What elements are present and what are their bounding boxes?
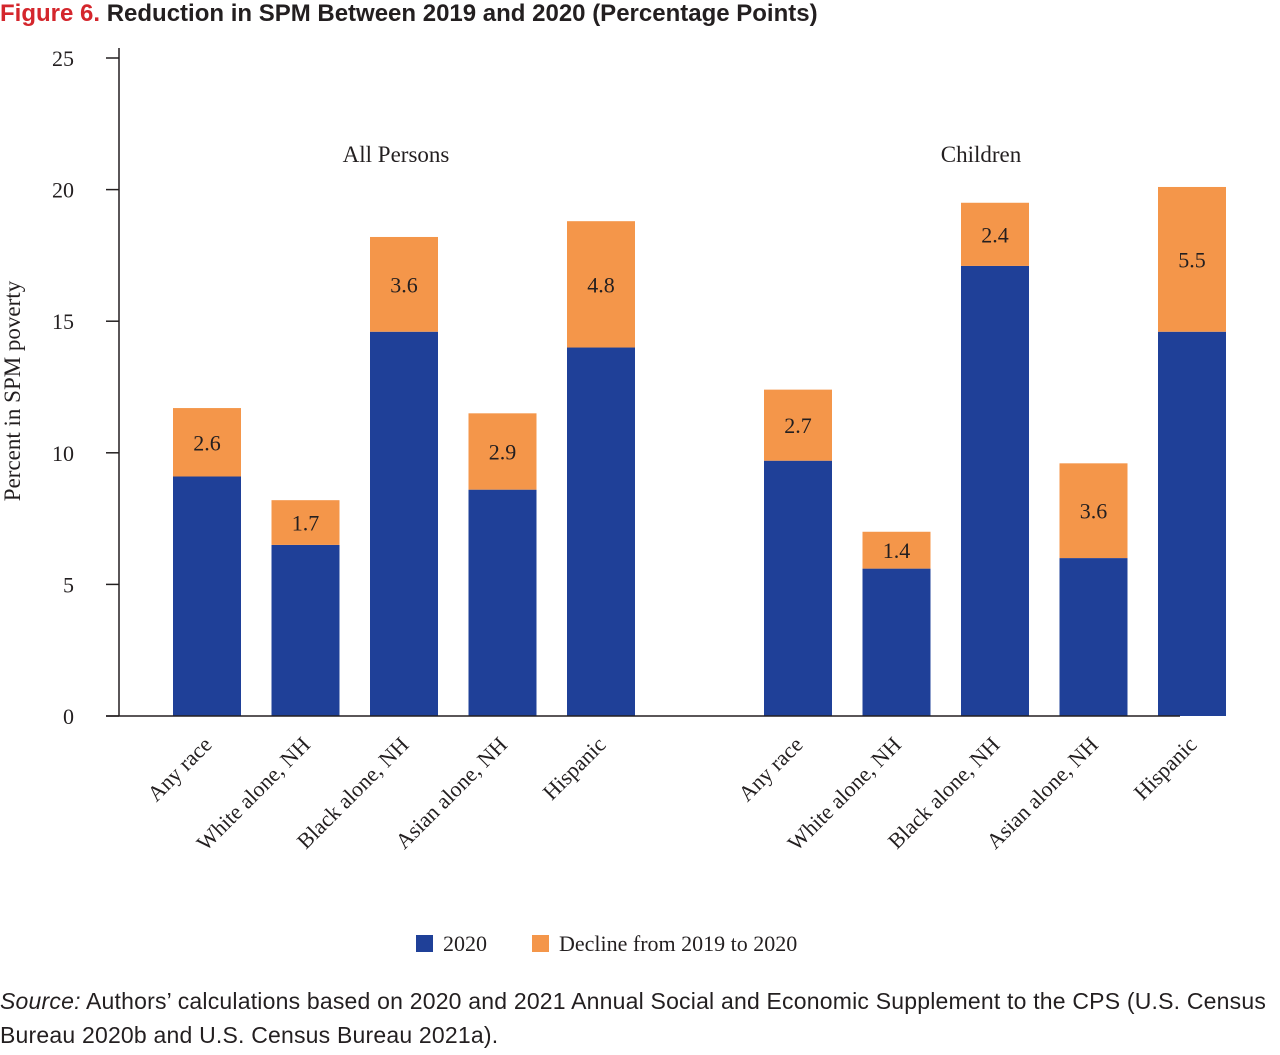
y-tick-label: 15 (52, 309, 74, 334)
x-tick-label: Any race (142, 732, 216, 806)
y-axis-label: Percent in SPM poverty (0, 280, 25, 501)
bar-decline (961, 202, 1029, 266)
y-tick-label: 20 (52, 178, 74, 203)
group-label: Children (941, 142, 1022, 167)
data-label: 2.7 (784, 413, 812, 438)
figure-title: Figure 6. Reduction in SPM Between 2019 … (0, 0, 818, 28)
y-tick-label: 25 (52, 46, 74, 71)
bar-decline (862, 531, 931, 569)
bar-2020 (370, 331, 438, 716)
legend-swatch (416, 935, 433, 952)
bars (173, 186, 1226, 716)
data-label: 5.5 (1178, 247, 1206, 272)
data-label: 3.6 (1080, 499, 1108, 524)
y-tick-label: 10 (52, 441, 74, 466)
bar-decline (764, 389, 832, 461)
figure-number: Figure 6. (0, 0, 101, 27)
bar-decline (1059, 463, 1128, 559)
source-note: Source: Authors’ calculations based on 2… (0, 984, 1280, 1052)
data-label: 3.6 (390, 272, 418, 297)
legend-swatch (532, 935, 549, 952)
bar-2020 (173, 476, 241, 716)
bar-2020 (1059, 558, 1128, 716)
legend-label: 2020 (443, 931, 487, 956)
bar-2020 (862, 568, 931, 716)
group-label: All Persons (343, 142, 450, 167)
y-tick-label: 0 (63, 704, 74, 729)
source-text: Authors’ calculations based on 2020 and … (0, 988, 1267, 1048)
bar-2020 (764, 460, 832, 716)
x-tick-label: Any race (733, 732, 807, 806)
group-labels: All Persons Children (343, 142, 1022, 167)
figure-title-text: Reduction in SPM Between 2019 and 2020 (… (106, 0, 818, 27)
bar-decline (173, 408, 241, 477)
data-label: 4.8 (587, 272, 615, 297)
y-axis: 0 5 10 15 20 25 (52, 46, 120, 729)
bar-decline (567, 221, 635, 348)
data-label: 2.9 (489, 439, 517, 464)
bar-2020 (961, 265, 1029, 716)
bar-decline (370, 236, 438, 332)
legend: 2020 Decline from 2019 to 2020 (416, 931, 797, 956)
data-label: 2.4 (981, 222, 1009, 247)
bar-2020 (271, 544, 340, 716)
source-label: Source: (0, 988, 81, 1014)
legend-label: Decline from 2019 to 2020 (559, 931, 797, 956)
bar-decline (468, 413, 537, 490)
bar-decline (271, 500, 340, 545)
data-labels: 2.6 1.7 3.6 2.9 4.8 2.7 1.4 2.4 3.6 5.5 (193, 222, 1206, 563)
stacked-bar-chart: 0 5 10 15 20 25 Percent in SPM poverty All Pe… (0, 46, 1226, 956)
data-label: 1.4 (883, 538, 911, 563)
bar-decline (1158, 186, 1226, 332)
data-label: 1.7 (292, 511, 320, 536)
bar-2020 (468, 489, 537, 716)
y-tick-label: 5 (63, 572, 74, 597)
x-tick-label: Hispanic (538, 732, 611, 805)
data-label: 2.6 (193, 430, 221, 455)
bar-2020 (567, 347, 635, 716)
x-tick-label: Hispanic (1129, 732, 1202, 805)
bar-2020 (1158, 331, 1226, 716)
